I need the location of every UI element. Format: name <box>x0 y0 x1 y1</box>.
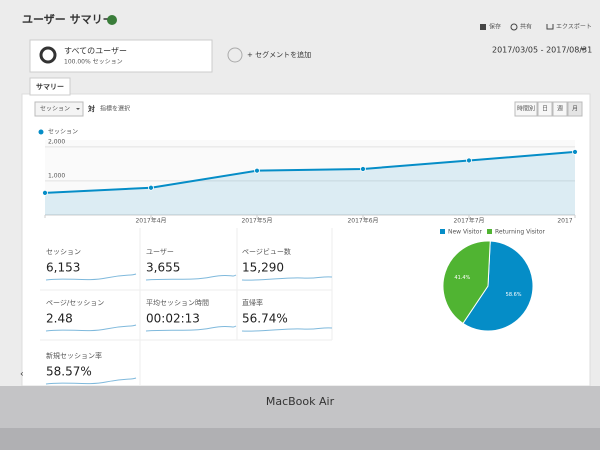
plot-area <box>45 140 575 215</box>
back-arrow[interactable]: ‹ <box>20 370 24 380</box>
save-icon <box>480 24 486 30</box>
add-segment[interactable]: + セグメントを追加 <box>247 50 311 59</box>
select-metric[interactable]: 指標を選択 <box>100 105 130 113</box>
date-range[interactable]: 2017/03/05 - 2017/08/31 <box>492 46 592 55</box>
share-icon <box>510 23 518 31</box>
metric-value: 00:02:13 <box>146 312 200 326</box>
sparkline <box>45 324 137 332</box>
metric-dropdown[interactable] <box>34 101 84 117</box>
segment-share: 100.00% セッション <box>64 59 123 66</box>
line-chart: 1,000 2,000 2017年4月 2017年5月 2017年6月 2017年7月 20… <box>42 138 578 225</box>
metric-label: ユーザー <box>146 248 174 256</box>
interval-label: 時間別 <box>517 105 535 113</box>
area-fill <box>45 151 575 215</box>
metric-value: 6,153 <box>46 261 80 275</box>
point <box>148 184 154 191</box>
date-caret <box>580 48 586 51</box>
metric-value: 3,655 <box>146 261 180 275</box>
metric-value: 58.57% <box>46 365 92 379</box>
segment-box[interactable] <box>29 39 213 73</box>
legend-label: Returning Visitor <box>495 229 546 236</box>
slice-label: 58.6% <box>506 292 522 298</box>
interval-button[interactable] <box>552 101 568 117</box>
metrics: セッション 6,153 ユーザー 3,655 ページビュー数 15,290 ページ/セッショ… <box>45 247 333 385</box>
interval-buttons: 時間別日 週 月 <box>514 101 583 117</box>
legend-label: New Visitor <box>448 229 482 236</box>
slice-label: 41.4% <box>454 275 470 281</box>
point <box>42 189 48 196</box>
export-icon <box>546 24 554 30</box>
point <box>572 149 578 155</box>
content-panel <box>21 93 591 387</box>
y-tick-label: 2,000 <box>48 138 65 145</box>
export-button[interactable]: エクスポート <box>556 23 592 31</box>
dropdown-caret <box>76 108 80 110</box>
interval-button[interactable] <box>514 101 538 117</box>
share-button[interactable]: 共有 <box>520 23 532 31</box>
segment-name: すべてのユーザー <box>64 47 127 56</box>
legend-swatch <box>487 229 492 234</box>
metric-label: 直帰率 <box>242 298 263 307</box>
interval-label: 月 <box>572 106 578 113</box>
segment-icon <box>39 46 57 64</box>
metric-label: ページ/セッション <box>46 299 104 307</box>
x-tick-label: 2017年7月 <box>453 217 484 225</box>
metric-label: 平均セッション時間 <box>146 298 209 307</box>
metric-value: 56.74% <box>242 312 288 326</box>
point <box>466 157 472 164</box>
sparkline <box>241 276 333 281</box>
sparkline <box>145 274 237 281</box>
interval-label: 日 <box>542 106 548 113</box>
point <box>254 167 260 174</box>
line <box>44 150 576 194</box>
interval-button[interactable] <box>567 101 583 117</box>
legend-swatch <box>440 229 445 234</box>
legend-dot <box>38 129 44 135</box>
interval-label: 週 <box>557 105 563 113</box>
tab-label: サマリー <box>36 83 64 91</box>
save-button[interactable]: 保存 <box>489 23 501 31</box>
sparkline <box>45 273 137 281</box>
x-tick-label: 2017年4月 <box>135 217 166 225</box>
metric-label: 新規セッション率 <box>46 351 102 360</box>
verified-icon <box>107 15 117 25</box>
pie-slice <box>442 240 491 325</box>
metric-value: 2.48 <box>46 312 73 326</box>
tab[interactable] <box>29 77 71 96</box>
metric-label: セッション <box>46 248 81 256</box>
add-segment-icon <box>227 47 243 63</box>
interval-button[interactable] <box>537 101 553 117</box>
keyboard-edge <box>0 428 600 450</box>
x-tick-label: 2017年5月 <box>241 217 272 225</box>
point <box>360 166 366 172</box>
sparkline <box>241 327 333 332</box>
sparkline <box>145 325 237 332</box>
metric-label: ページビュー数 <box>242 247 291 256</box>
x-tick-label: 2017年6月 <box>347 217 378 225</box>
device-label: MacBook Air <box>266 395 335 408</box>
metric-value: 15,290 <box>242 261 284 275</box>
metric-name: セッション <box>40 106 70 113</box>
x-tick-label: 2017 <box>557 218 572 225</box>
page-title: ユーザー サマリー <box>22 13 114 26</box>
y-tick-label: 1,000 <box>48 172 65 179</box>
versus: 対 <box>87 104 95 113</box>
legend-label: セッション <box>48 129 78 136</box>
pie-slice <box>462 240 534 332</box>
sparkline <box>45 377 137 385</box>
pie-chart: New Visitor Returning Visitor 58.6% 41.4% <box>440 229 546 332</box>
